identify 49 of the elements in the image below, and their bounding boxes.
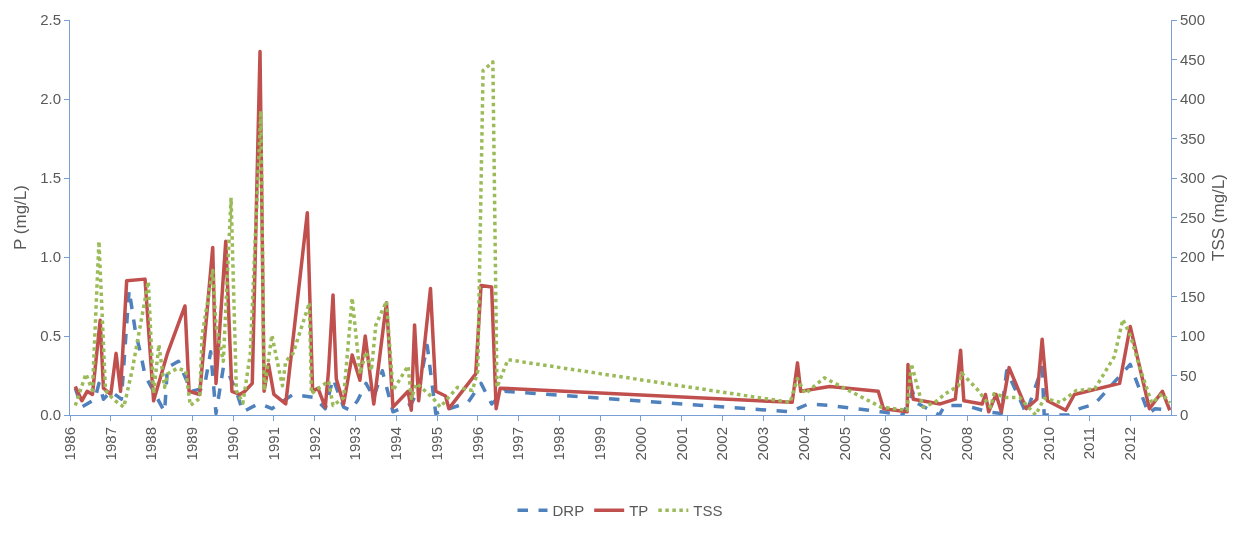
x-tick-label: 2008 (957, 427, 975, 461)
x-tick-label: 2009 (998, 427, 1016, 461)
x-tick-label: 2003 (754, 427, 772, 461)
x-tick-label: 1986 (60, 427, 78, 461)
y2-axis-title: TSS (mg/L) (1208, 174, 1228, 261)
x-tick-label: 1998 (550, 427, 568, 461)
y2-tick-label: 150 (1180, 287, 1206, 305)
y2-tick-label: 100 (1180, 327, 1206, 345)
x-tick-label: 1987 (101, 427, 119, 461)
y-tick-label: 0.5 (40, 327, 61, 345)
x-tick-label: 1994 (387, 427, 405, 461)
x-tick-label: 2005 (835, 427, 853, 461)
y2-tick-label: 400 (1180, 90, 1206, 108)
x-tick-label: 1988 (142, 427, 160, 461)
x-tick-label: 2000 (631, 427, 649, 461)
x-tick-label: 2011 (1080, 427, 1098, 460)
x-tick-label: 1992 (305, 427, 323, 461)
x-tick-label: 1997 (509, 427, 527, 461)
y-axis-title: P (mg/L) (11, 185, 30, 250)
x-tick-label: 1991 (264, 427, 282, 461)
y2-tick-label: 200 (1180, 248, 1206, 266)
y-tick-label: 1.5 (40, 169, 61, 187)
legend-label: TSS (693, 502, 723, 520)
x-tick-label: 1996 (468, 427, 486, 461)
legend-label: DRP (552, 502, 585, 520)
x-tick-label: 1990 (223, 427, 241, 461)
x-tick-label: 2007 (917, 427, 935, 461)
y2-tick-label: 300 (1180, 169, 1206, 187)
x-tick-label: 2012 (1121, 427, 1139, 461)
y2-tick-label: 250 (1180, 208, 1206, 226)
x-tick-label: 1989 (183, 427, 201, 461)
x-tick-label: 2006 (876, 427, 894, 461)
y-tick-label: 2.5 (40, 11, 61, 29)
y-tick-label: 2.0 (40, 90, 61, 108)
y2-tick-label: 450 (1180, 50, 1206, 68)
y2-tick-label: 500 (1180, 11, 1206, 29)
y2-tick-label: 50 (1180, 366, 1197, 384)
x-tick-label: 1993 (346, 427, 364, 461)
x-tick-label: 1999 (590, 427, 608, 461)
y-tick-label: 0.0 (40, 406, 61, 424)
y-tick-label: 1.0 (40, 248, 61, 266)
x-tick-label: 2004 (794, 427, 812, 461)
x-tick-label: 2010 (1039, 427, 1057, 461)
legend-label: TP (629, 502, 649, 520)
x-tick-label: 2001 (672, 427, 690, 461)
y2-tick-label: 350 (1180, 129, 1206, 147)
x-tick-label: 1995 (427, 427, 445, 461)
x-tick-label: 2002 (713, 427, 731, 461)
y2-tick-label: 0 (1180, 406, 1189, 424)
